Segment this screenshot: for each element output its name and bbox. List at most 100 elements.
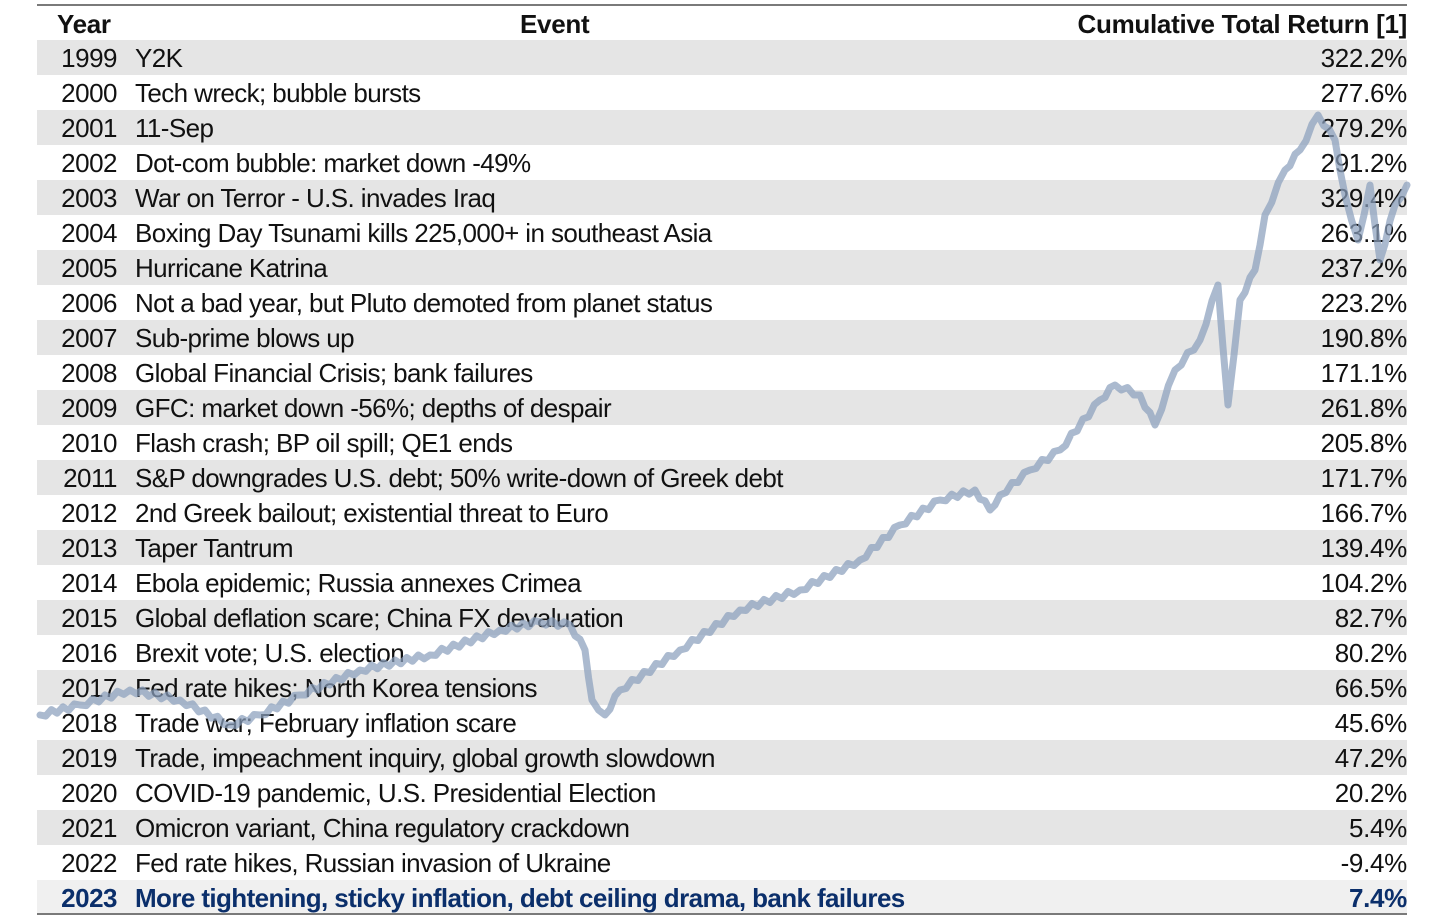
row-return: 237.2% [1320, 253, 1408, 283]
row-return: 45.6% [1334, 708, 1408, 738]
row-year: 2010 [61, 428, 117, 458]
header-event: Event [520, 9, 590, 39]
table-row: 2012 2nd Greek bailout; existential threa… [37, 495, 1407, 530]
row-year: 2022 [61, 848, 117, 878]
row-return: 7.4% [1348, 883, 1407, 913]
row-return: 20.2% [1334, 778, 1408, 808]
row-event: Dot-com bubble: market down -49% [135, 148, 531, 178]
row-return: 139.4% [1320, 533, 1408, 563]
table-top-rule [37, 4, 1407, 6]
row-event: 11-Sep [135, 113, 214, 143]
row-year: 2007 [61, 323, 117, 353]
row-event: Ebola epidemic; Russia annexes Crimea [135, 568, 582, 598]
row-return: 322.2% [1320, 43, 1408, 73]
row-event: Fed rate hikes, Russian invasion of Ukra… [135, 848, 611, 878]
row-event: More tightening, sticky inflation, debt … [135, 883, 905, 913]
table-row: 2018 Trade war; February inflation scare 4… [37, 705, 1407, 740]
row-return: 166.7% [1320, 498, 1408, 528]
table-row: 2004 Boxing Day Tsunami kills 225,000+ in… [37, 215, 1407, 250]
row-year: 2001 [61, 113, 117, 143]
table-row: 2002 Dot-com bubble: market down -49% 291.… [37, 145, 1407, 180]
table-header-row: Year Event Cumulative Total Return [1] [37, 7, 1407, 40]
row-event: Tech wreck; bubble bursts [135, 78, 421, 108]
row-return: 82.7% [1334, 603, 1408, 633]
row-event: Brexit vote; U.S. election [135, 638, 405, 668]
row-year: 2023 [61, 883, 117, 913]
row-return: 104.2% [1320, 568, 1408, 598]
row-return: 190.8% [1320, 323, 1408, 353]
row-return: 279.2% [1320, 113, 1408, 143]
row-event: Global deflation scare; China FX devalua… [135, 603, 624, 633]
row-event: Fed rate hikes; North Korea tensions [135, 673, 537, 703]
row-event: Not a bad year, but Pluto demoted from p… [135, 288, 713, 318]
table-row: 2017 Fed rate hikes; North Korea tensions… [37, 670, 1407, 705]
table-row: 2007 Sub-prime blows up 190.8% [37, 320, 1407, 355]
row-event: Y2K [135, 43, 183, 73]
row-year: 2000 [61, 78, 117, 108]
row-return: 263.1% [1320, 218, 1408, 248]
row-year: 2018 [61, 708, 117, 738]
table-row: 2022 Fed rate hikes, Russian invasion of … [37, 845, 1407, 880]
table-row: 2019 Trade, impeachment inquiry, global g… [37, 740, 1407, 775]
row-year: 2003 [61, 183, 117, 213]
row-year: 2015 [61, 603, 117, 633]
table-row: 2014 Ebola epidemic; Russia annexes Crime… [37, 565, 1407, 600]
row-year: 2020 [61, 778, 117, 808]
row-year: 2016 [61, 638, 117, 668]
row-event: 2nd Greek bailout; existential threat to… [135, 498, 609, 528]
row-event: Taper Tantrum [135, 533, 294, 563]
row-event: COVID-19 pandemic, U.S. Presidential Ele… [135, 778, 656, 808]
row-year: 1999 [61, 43, 117, 73]
row-event: Boxing Day Tsunami kills 225,000+ in sou… [135, 218, 712, 248]
table-row: 2008 Global Financial Crisis; bank failur… [37, 355, 1407, 390]
row-event: Hurricane Katrina [135, 253, 328, 283]
row-year: 2013 [61, 533, 117, 563]
row-event: Trade war; February inflation scare [135, 708, 517, 738]
row-return: 171.1% [1320, 358, 1408, 388]
table-row: 2021 Omicron variant, China regulatory cr… [37, 810, 1407, 845]
table-row: 2001 11-Sep 279.2% [37, 110, 1407, 145]
row-year: 2017 [61, 673, 117, 703]
row-event: S&P downgrades U.S. debt; 50% write-down… [135, 463, 783, 493]
row-return: 261.8% [1320, 393, 1408, 423]
row-year: 2002 [61, 148, 117, 178]
row-return: 5.4% [1348, 813, 1407, 843]
row-return: 47.2% [1334, 743, 1408, 773]
row-year: 2009 [61, 393, 117, 423]
row-return: 329.4% [1320, 183, 1408, 213]
row-event: Trade, impeachment inquiry, global growt… [135, 743, 715, 773]
table-row: 2000 Tech wreck; bubble bursts 277.6% [37, 75, 1407, 110]
table-row: 2011 S&P downgrades U.S. debt; 50% write-… [37, 460, 1407, 495]
row-event: GFC: market down -56%; depths of despair [135, 393, 612, 423]
row-year: 2005 [61, 253, 117, 283]
table-bottom-rule [37, 913, 1407, 915]
row-event: Omicron variant, China regulatory crackd… [135, 813, 630, 843]
row-event: Sub-prime blows up [135, 323, 355, 353]
row-year: 2019 [61, 743, 117, 773]
table-row: 2016 Brexit vote; U.S. election 80.2% [37, 635, 1407, 670]
table-row: 2015 Global deflation scare; China FX dev… [37, 600, 1407, 635]
row-return: 291.2% [1320, 148, 1408, 178]
table-row: 2005 Hurricane Katrina 237.2% [37, 250, 1407, 285]
header-year: Year [57, 9, 111, 39]
row-year: 2004 [61, 218, 117, 248]
row-return: 66.5% [1334, 673, 1408, 703]
row-event: Flash crash; BP oil spill; QE1 ends [135, 428, 513, 458]
row-event: War on Terror - U.S. invades Iraq [135, 183, 496, 213]
row-return: 277.6% [1320, 78, 1408, 108]
row-return: -9.4% [1340, 848, 1408, 878]
row-return: 171.7% [1320, 463, 1408, 493]
row-year: 2012 [61, 498, 117, 528]
row-event: Global Financial Crisis; bank failures [135, 358, 533, 388]
row-year: 2006 [61, 288, 117, 318]
table-row: 2009 GFC: market down -56%; depths of des… [37, 390, 1407, 425]
table-row: 2010 Flash crash; BP oil spill; QE1 ends 2… [37, 425, 1407, 460]
header-cumulative-return: Cumulative Total Return [1] [1077, 9, 1408, 39]
table-row: 2006 Not a bad year, but Pluto demoted fr… [37, 285, 1407, 320]
row-return: 80.2% [1334, 638, 1408, 668]
table-row-current-year: 2023 More tightening, sticky inflation, d… [37, 880, 1407, 915]
row-year: 2021 [61, 813, 117, 843]
row-year: 2014 [61, 568, 117, 598]
row-return: 223.2% [1320, 288, 1408, 318]
row-year: 2008 [61, 358, 117, 388]
